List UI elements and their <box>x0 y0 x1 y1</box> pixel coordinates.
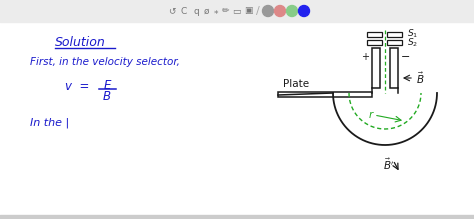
Circle shape <box>299 5 310 16</box>
Circle shape <box>286 5 298 16</box>
Bar <box>388 40 402 45</box>
Text: q: q <box>193 7 199 16</box>
Text: $S_1$: $S_1$ <box>407 28 418 40</box>
Text: v  =: v = <box>65 80 90 93</box>
Text: ø: ø <box>203 7 209 16</box>
Text: ⁎: ⁎ <box>214 7 218 16</box>
Circle shape <box>263 5 273 16</box>
Bar <box>367 32 383 37</box>
Text: Plate: Plate <box>283 79 309 89</box>
Bar <box>367 40 383 45</box>
Text: E: E <box>103 79 111 92</box>
Text: −: − <box>401 52 410 62</box>
Text: $\vec{B}'$: $\vec{B}'$ <box>383 157 394 173</box>
Bar <box>278 92 372 97</box>
Bar <box>388 32 402 37</box>
Text: ↺: ↺ <box>168 7 176 16</box>
Text: /: / <box>256 6 260 16</box>
Text: ▭: ▭ <box>232 7 240 16</box>
Text: $\vec{B}$: $\vec{B}$ <box>416 70 425 86</box>
Text: $S_2$: $S_2$ <box>407 37 418 49</box>
Text: C: C <box>181 7 187 16</box>
Text: ✏: ✏ <box>222 7 230 16</box>
Text: First, in the velocity selector,: First, in the velocity selector, <box>30 57 180 67</box>
Text: In the |: In the | <box>30 118 69 129</box>
Bar <box>390 48 398 88</box>
Text: r: r <box>369 110 373 120</box>
Text: ▣: ▣ <box>244 7 252 16</box>
Text: B: B <box>103 90 111 103</box>
Text: Solution: Solution <box>55 36 106 49</box>
Text: +: + <box>361 52 369 62</box>
Bar <box>372 48 380 88</box>
Circle shape <box>274 5 285 16</box>
